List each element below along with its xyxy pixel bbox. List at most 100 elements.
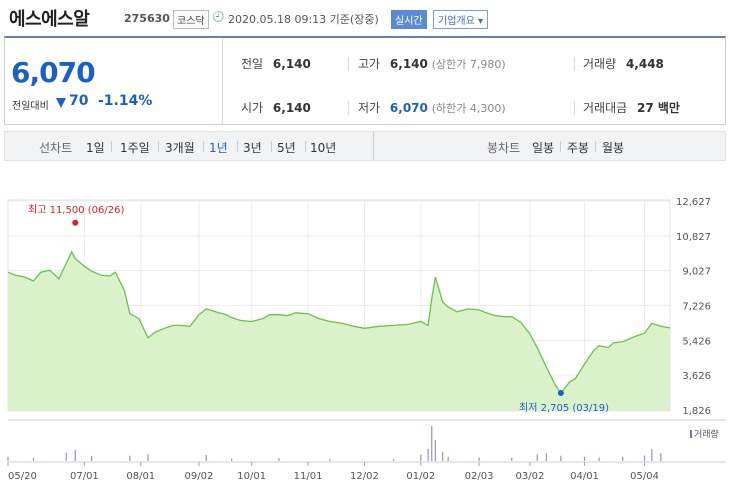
realtime-badge[interactable]: 실시간 (391, 10, 427, 29)
volume: 거래량 4,448 (583, 55, 664, 72)
low-label: 저가 (358, 101, 381, 115)
volume-bar (478, 457, 480, 461)
volume-bar (431, 426, 433, 461)
volume-legend-label: 거래량 (694, 428, 719, 440)
x-tick-label: 09/02 (185, 471, 214, 482)
price-chart: 12,627 10,827 9,027 7,226 5,426 3,626 1,826 최고 … (7, 197, 726, 482)
divider (237, 141, 238, 152)
volume-legend-icon (690, 430, 692, 438)
period-3y[interactable]: 3년 (243, 141, 262, 155)
volume-bar (434, 440, 436, 461)
x-tick-label: 02/03 (465, 471, 494, 482)
change-amount: 70 (69, 93, 89, 109)
lower-limit: (하한가 4,300) (431, 102, 506, 115)
divider (373, 132, 374, 160)
y-tick-label: 3,626 (682, 371, 711, 382)
divider (348, 57, 349, 71)
volume-bar (545, 453, 547, 461)
volume-value: 4,448 (625, 57, 664, 71)
market-badge: 코스닥 (173, 10, 209, 29)
open-value: 6,140 (272, 101, 311, 115)
divider (574, 57, 575, 71)
price-summary: 6,070 전일대비 70 -1.14% 전일 6,140 고가 6,140 (… (4, 36, 726, 125)
x-tick-label: 03/02 (516, 471, 545, 482)
volume-bar (278, 458, 280, 461)
volume-bar (205, 455, 207, 461)
y-tick-label: 12,627 (676, 197, 711, 208)
price-area (8, 251, 670, 410)
high-value: 6,140 (389, 57, 428, 71)
period-1w[interactable]: 1주일 (120, 141, 150, 155)
low-price: 저가 6,070 (하한가 4,300) (358, 99, 506, 116)
high-point-marker (72, 219, 79, 226)
volume-bar (420, 454, 422, 461)
period-5y[interactable]: 5년 (277, 141, 296, 155)
volume-bar (643, 455, 646, 461)
volume-bar (329, 459, 331, 461)
divider (305, 141, 306, 152)
candle-daily[interactable]: 일봉 (532, 141, 555, 155)
x-tick-label: 05/20 (8, 471, 37, 482)
volume-bar (447, 456, 449, 461)
prev-close-value: 6,140 (272, 57, 311, 71)
volume-bar (660, 453, 662, 461)
change-label: 전일대비 (12, 101, 49, 112)
x-tick-label: 10/01 (237, 471, 266, 482)
clock-icon: 🕘 (212, 12, 225, 23)
volume-bar (598, 457, 600, 461)
price-line (7, 250, 671, 395)
candle-weekly[interactable]: 주봉 (567, 141, 590, 155)
high-label: 고가 (358, 57, 381, 71)
volume-bar (231, 458, 233, 461)
quote-datetime: 2020.05.18 09:13 기준(장중) (228, 13, 379, 26)
y-tick-label: 1,826 (682, 406, 711, 417)
open-label: 시가 (241, 101, 264, 115)
divider (574, 101, 575, 115)
stock-header: 에스에스알 275630 코스닥 🕘 2020.05.18 09:13 기준(장… (0, 0, 730, 36)
volume-bar (129, 455, 131, 461)
stock-name: 에스에스알 (9, 9, 90, 30)
divider (158, 141, 159, 152)
amount-label: 거래대금 (583, 101, 628, 115)
period-3m[interactable]: 3개월 (165, 141, 195, 155)
x-tick-label: 07/01 (70, 471, 99, 482)
company-overview-button[interactable]: 기업개요 ▾ (433, 10, 488, 29)
divider (348, 101, 349, 115)
period-1d[interactable]: 1일 (86, 141, 105, 155)
volume-bar (427, 448, 429, 461)
current-price: 6,070 (11, 56, 96, 89)
stock-code: 275630 (124, 12, 170, 25)
x-tick-label: 05/04 (630, 471, 659, 482)
line-chart-label: 선차트 (39, 141, 73, 155)
volume-bar (651, 449, 653, 461)
high-price: 고가 6,140 (상한가 7,980) (358, 55, 506, 72)
trade-amount: 거래대금 27 백만 (583, 99, 680, 116)
candle-chart-label: 봉차트 (487, 141, 521, 155)
volume-bar (147, 454, 149, 461)
volume-bar (536, 454, 538, 461)
y-tick-label: 7,226 (682, 302, 711, 313)
volume-label: 거래량 (583, 57, 617, 71)
low-value: 6,070 (389, 101, 428, 115)
current-price-panel: 6,070 전일대비 70 -1.14% (5, 38, 223, 125)
prev-close-label: 전일 (241, 57, 264, 71)
x-tick-label: 01/02 (406, 471, 435, 482)
upper-limit: (상한가 7,980) (431, 58, 506, 71)
volume-bar (560, 455, 562, 461)
x-tick-label: 04/01 (570, 471, 599, 482)
high-annotation: 최고 11,500 (06/26) (28, 204, 124, 216)
candle-monthly[interactable]: 월봉 (602, 141, 625, 155)
y-tick-label: 5,426 (682, 336, 711, 347)
down-arrow-icon (56, 98, 66, 108)
volume-bar (442, 452, 444, 461)
amount-value: 27 백만 (637, 101, 680, 115)
volume-bar (7, 456, 9, 461)
volume-bar (65, 452, 67, 461)
x-tick-label: 08/01 (126, 471, 155, 482)
divider (595, 141, 596, 152)
period-10y[interactable]: 10년 (310, 141, 337, 155)
period-1y[interactable]: 1년 (209, 141, 228, 155)
open-price: 시가 6,140 (241, 99, 311, 116)
volume-bar (32, 457, 35, 461)
x-tick-label: 12/02 (350, 471, 379, 482)
